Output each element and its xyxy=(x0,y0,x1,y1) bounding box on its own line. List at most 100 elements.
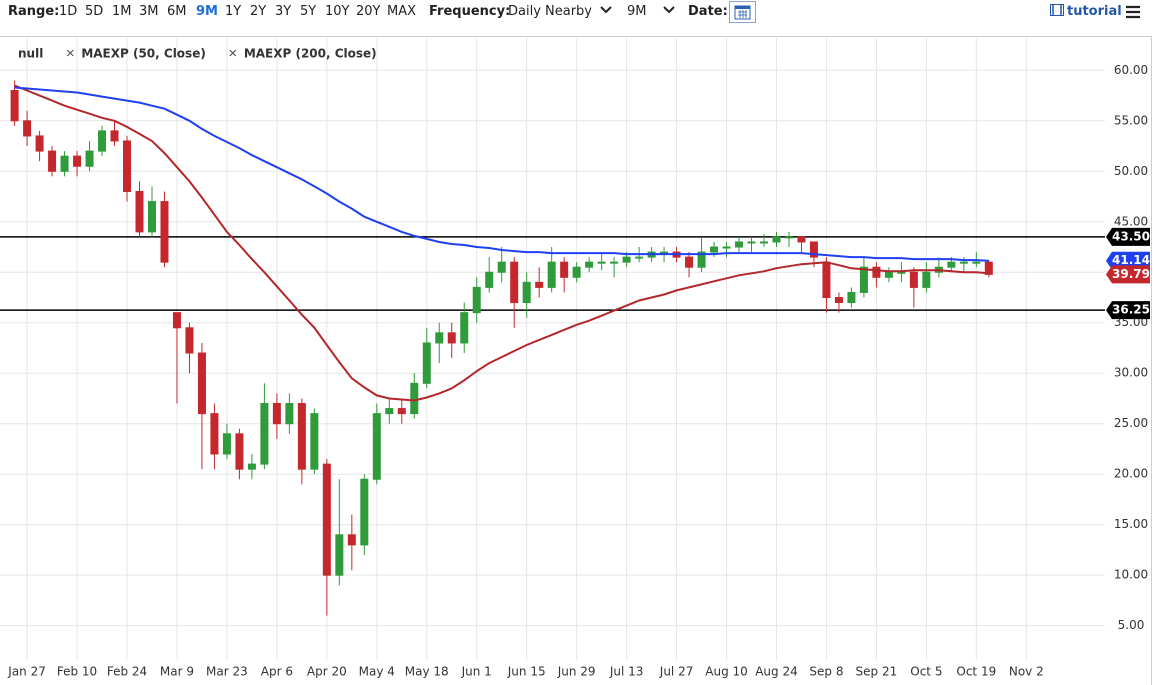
frequency-value: Daily Nearby xyxy=(508,4,593,19)
candle-body xyxy=(710,246,719,253)
remove-icon xyxy=(229,49,237,57)
calendar-button[interactable] xyxy=(729,1,756,27)
tutorial-text: tutorial xyxy=(1067,4,1122,19)
legend-item[interactable]: MAEXP (200, Close) xyxy=(229,47,377,61)
candle-body xyxy=(547,261,556,288)
candle-body xyxy=(297,403,306,470)
range-button[interactable]: 5Y xyxy=(300,4,317,19)
candle-body xyxy=(572,266,581,278)
range-button[interactable]: 3Y xyxy=(275,4,292,19)
candle-body xyxy=(685,256,694,268)
legend-label: MAEXP (50, Close) xyxy=(81,47,206,61)
candle-body xyxy=(272,403,281,425)
range-button[interactable]: MAX xyxy=(387,4,417,19)
toolbar: Range: Frequency: Daily Nearby 9M Date: … xyxy=(0,0,1154,26)
x-tick-label: Feb 10 xyxy=(57,665,97,679)
level-price-box xyxy=(1106,301,1150,320)
candle-body xyxy=(73,155,82,167)
candle-body xyxy=(747,241,756,244)
range-button[interactable]: 1M xyxy=(112,4,132,19)
candle-body xyxy=(10,90,19,122)
x-tick-label: May 18 xyxy=(405,665,449,679)
candle-body xyxy=(460,312,469,344)
x-tick-label: Mar 9 xyxy=(160,665,194,679)
period-value: 9M xyxy=(627,4,647,19)
y-tick-label: 60.00 xyxy=(1114,63,1148,77)
candle-body xyxy=(759,241,768,244)
candle-body xyxy=(772,236,781,243)
candle-body xyxy=(834,297,843,304)
candle-body xyxy=(472,286,481,314)
candle-body xyxy=(784,236,793,239)
x-tick-label: Jun 15 xyxy=(507,665,546,679)
x-tick-label: Sep 8 xyxy=(809,665,843,679)
range-button[interactable]: 9M xyxy=(196,4,218,19)
x-tick-label: Nov 2 xyxy=(1009,665,1044,679)
range-button[interactable]: 2Y xyxy=(250,4,267,19)
y-tick-label: 55.00 xyxy=(1114,113,1148,127)
candle-body xyxy=(360,478,369,546)
y-tick-label: 45.00 xyxy=(1114,214,1148,228)
menu-icon xyxy=(1126,5,1140,19)
candle-body xyxy=(859,266,868,293)
candle-body xyxy=(697,251,706,268)
candle-body xyxy=(984,261,993,275)
frequency-dropdown[interactable]: Daily Nearby xyxy=(508,4,612,19)
candle-body xyxy=(410,382,419,415)
candle-body xyxy=(98,130,107,152)
candle-body xyxy=(635,256,644,259)
candle-body xyxy=(884,271,893,278)
level-price-text: 36.25 xyxy=(1112,303,1150,317)
range-button[interactable]: 6M xyxy=(167,4,187,19)
ma-price-box xyxy=(1106,251,1150,270)
frequency-label: Frequency: xyxy=(429,4,511,19)
candle-body xyxy=(897,271,906,274)
candle-body xyxy=(147,201,156,233)
candle-body xyxy=(822,261,831,299)
candle-body xyxy=(85,150,94,167)
period-dropdown[interactable]: 9M xyxy=(627,4,675,19)
candle-body xyxy=(959,261,968,264)
range-button[interactable]: 10Y xyxy=(325,4,350,19)
y-tick-label: 30.00 xyxy=(1114,366,1148,380)
tutorial-link[interactable]: tutorial xyxy=(1050,4,1122,19)
candle-body xyxy=(922,271,931,288)
legend-item[interactable]: MAEXP (50, Close) xyxy=(66,47,206,61)
candle-body xyxy=(260,403,269,465)
chevron xyxy=(662,6,675,14)
candle-body xyxy=(110,130,119,142)
range-button[interactable]: 20Y xyxy=(356,4,381,19)
range-button[interactable]: 1Y xyxy=(225,4,242,19)
x-tick-label: Oct 19 xyxy=(956,665,996,679)
range-button[interactable]: 1D xyxy=(59,4,78,19)
x-tick-label: Oct 5 xyxy=(910,665,942,679)
x-tick-label: Aug 10 xyxy=(705,665,748,679)
legend-item[interactable]: null xyxy=(18,47,43,61)
y-tick-label: 50.00 xyxy=(1114,164,1148,178)
candle-body xyxy=(335,534,344,576)
y-tick-label: 5.00 xyxy=(1118,618,1145,632)
y-tick-label: 20.00 xyxy=(1114,467,1148,481)
x-tick-label: May 4 xyxy=(359,665,395,679)
candle-body xyxy=(972,261,981,264)
candle-body xyxy=(160,201,169,263)
candle-body xyxy=(135,190,144,233)
candle-body xyxy=(522,281,531,304)
ma-line xyxy=(14,86,989,262)
ma-price-text: 41.14 xyxy=(1112,253,1150,267)
candle-body xyxy=(347,534,356,546)
candle-body xyxy=(222,433,231,455)
range-button[interactable]: 5D xyxy=(85,4,104,19)
x-tick-label: Jul 13 xyxy=(609,665,644,679)
menu-button[interactable] xyxy=(1126,5,1140,23)
range-button[interactable]: 3M xyxy=(139,4,159,19)
candle-body xyxy=(397,408,406,415)
candle-body xyxy=(485,271,494,288)
candle-body xyxy=(322,463,331,576)
candle-body xyxy=(872,266,881,278)
candle-body xyxy=(535,281,544,288)
candle-body xyxy=(585,261,594,268)
candle-body xyxy=(210,413,219,455)
candle-body xyxy=(947,261,956,268)
